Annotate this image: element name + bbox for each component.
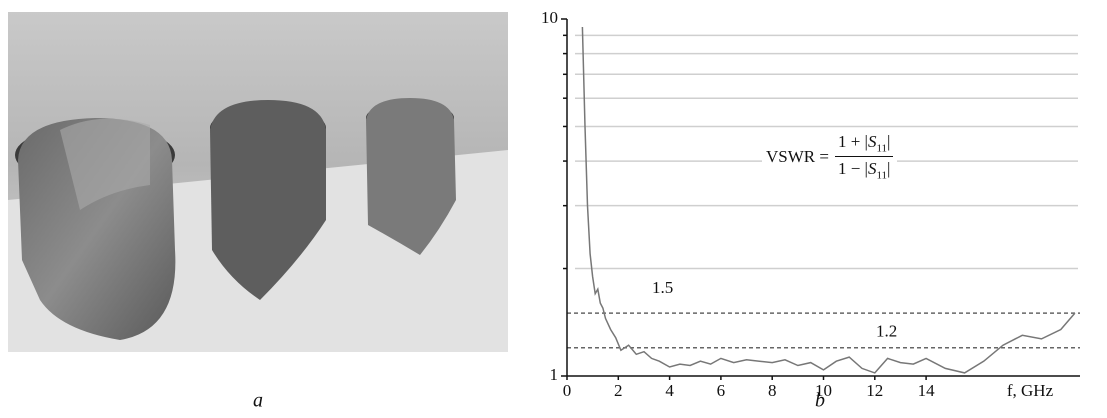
x-tick-label: 2 xyxy=(614,381,623,400)
x-tick-label: 10 xyxy=(815,381,832,400)
formula-subscript: 11 xyxy=(876,142,887,154)
data-line xyxy=(582,27,1075,373)
reference-label: 1.5 xyxy=(652,278,673,297)
formula-text: | xyxy=(887,132,890,151)
formula-text: 1 − | xyxy=(838,159,868,178)
figure-canvas: a b 1.51.211002468101214f, GHz xyxy=(0,0,1107,418)
formula-lhs: VSWR = xyxy=(766,147,829,167)
panel-label: a xyxy=(253,390,263,412)
formula: VSWR = 1 + |S11| 1 − |S11| xyxy=(762,132,897,182)
chart: 1.5 1.2 1 10 0 2 4 6 8 10 12 14 f, GHz xyxy=(541,8,1080,400)
x-axis-label: f, GHz xyxy=(1007,381,1054,400)
x-tick-label: 12 xyxy=(866,381,883,400)
formula-subscript: 11 xyxy=(876,170,887,182)
y-tick-label: 10 xyxy=(541,8,558,27)
reference-label: 1.2 xyxy=(876,322,897,341)
fraction: 1 + |S11| 1 − |S11| xyxy=(835,132,894,182)
x-tick-label: 14 xyxy=(918,381,936,400)
x-tick-label: 6 xyxy=(717,381,726,400)
x-tick-label: 8 xyxy=(768,381,777,400)
formula-text: | xyxy=(887,159,890,178)
y-tick-label: 1 xyxy=(550,365,559,384)
figure: a b 1.51.211002468101214f, GHz VSWR = 1 … xyxy=(0,0,1107,418)
x-tick-label: 0 xyxy=(563,381,572,400)
photo xyxy=(8,12,508,352)
denominator: 1 − |S11| xyxy=(835,157,894,181)
formula-text: 1 + | xyxy=(838,132,868,151)
x-tick-label: 4 xyxy=(665,381,674,400)
numerator: 1 + |S11| xyxy=(835,132,894,157)
